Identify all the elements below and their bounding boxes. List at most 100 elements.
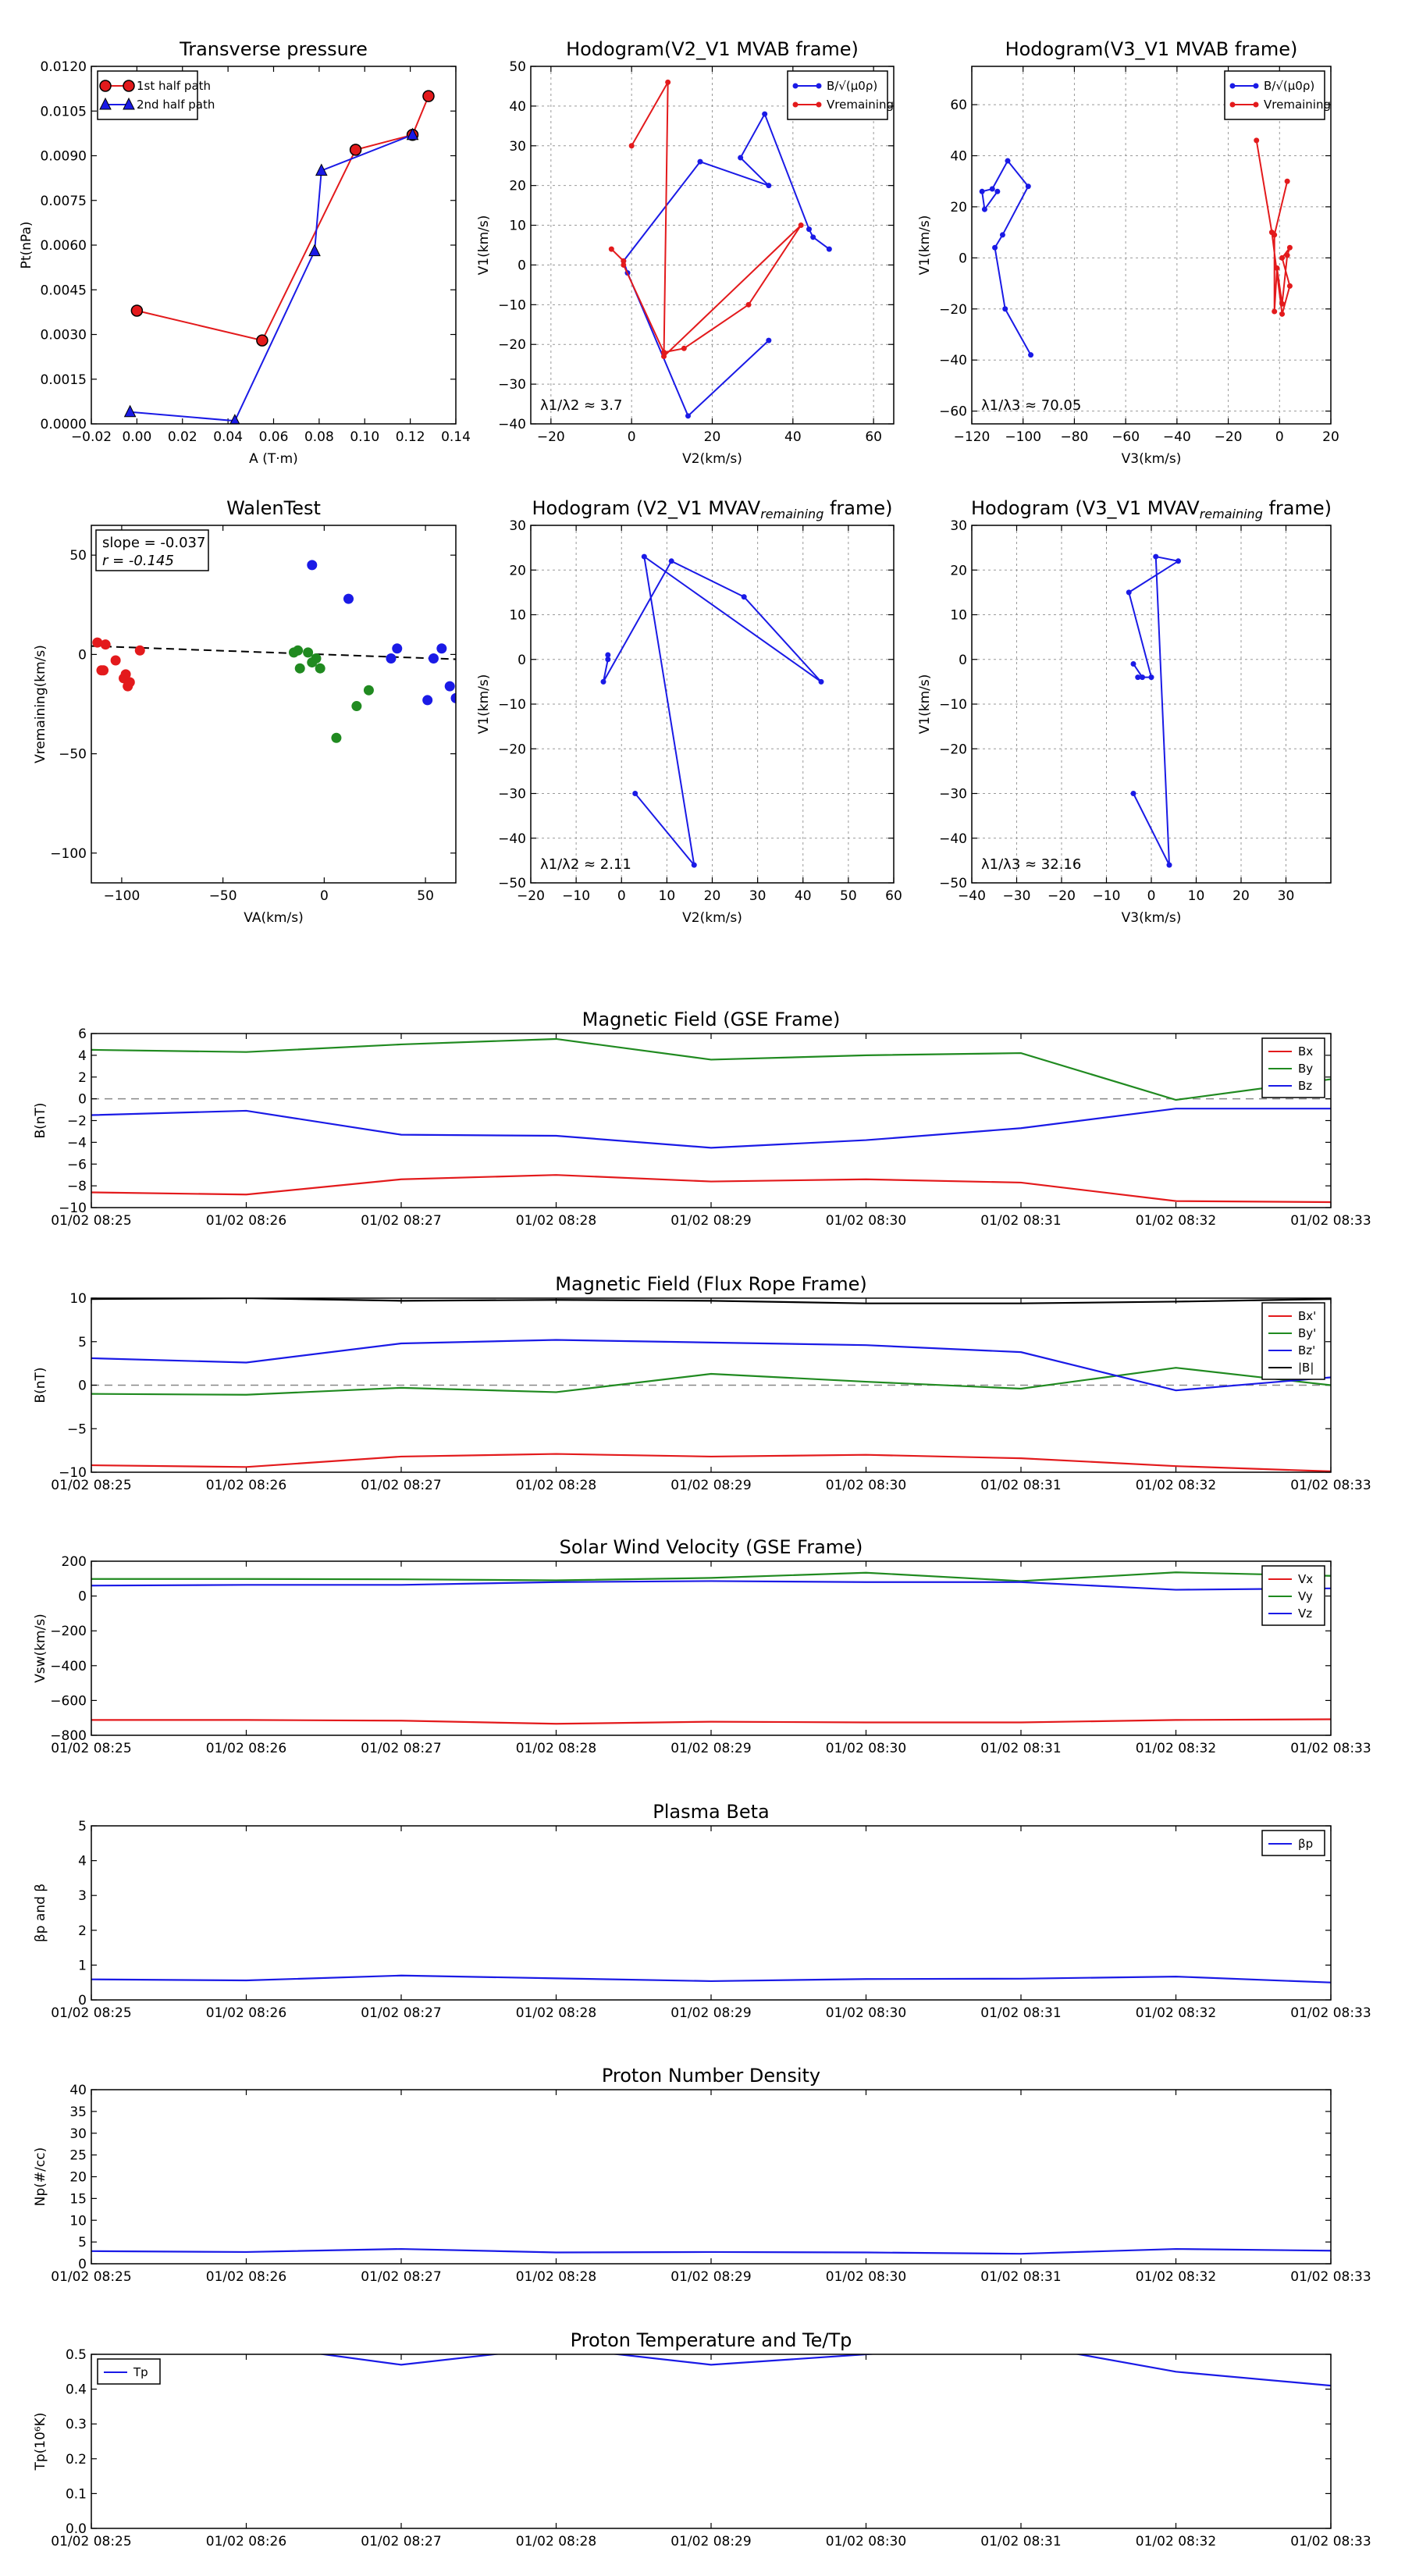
y-axis-label: Vsw(km/s) [33, 1614, 48, 1683]
plot-area [91, 560, 456, 743]
data-point [1140, 674, 1145, 681]
series-line [130, 133, 413, 422]
y-tick-label: 60 [950, 98, 967, 113]
x-tick-label: −20 [517, 888, 545, 904]
y-tick-label: 0.1 [66, 2486, 87, 2502]
x-tick-label: −100 [1005, 429, 1041, 445]
y-tick-label: 0.3 [66, 2417, 87, 2432]
y-tick-label: −50 [939, 876, 967, 891]
chart-title: WalenTest [226, 497, 321, 519]
x-tick-label: 0 [617, 888, 626, 904]
series-line [610, 81, 802, 358]
data-point [632, 791, 638, 796]
time-tick-label: 01/02 08:33 [1290, 2005, 1371, 2021]
time-tick-label: 01/02 08:31 [980, 2534, 1061, 2549]
y-tick-label: 10 [69, 1291, 87, 1307]
data-point [665, 79, 671, 85]
x-tick-label: 10 [659, 888, 676, 904]
time-tick-label: 01/02 08:33 [1290, 1741, 1371, 1756]
x-tick-label: −50 [209, 888, 237, 904]
time-tick-label: 01/02 08:30 [826, 2269, 906, 2285]
data-point [124, 677, 135, 688]
y-tick-label: −30 [498, 787, 526, 802]
series-line [91, 1453, 1331, 1472]
x-tick-label: 0 [628, 429, 636, 445]
chart-hodogram_v3v1_mvav: Hodogram (V3_V1 MVAVremaining frame)−40−… [917, 497, 1332, 926]
y-tick-label: 0.0015 [41, 372, 87, 388]
legend-label: Vy [1298, 1589, 1313, 1603]
data-point [766, 183, 772, 189]
y-tick-label: 20 [69, 2170, 87, 2186]
y-tick-label: 200 [62, 1554, 87, 1570]
x-axis-label: A (T·m) [249, 451, 298, 467]
data-point [661, 353, 667, 359]
chart-title: Hodogram (V2_V1 MVAVremaining frame) [532, 497, 892, 521]
x-tick-label: −100 [104, 888, 140, 904]
time-tick-label: 01/02 08:30 [826, 2534, 906, 2549]
data-point [307, 560, 318, 571]
y-tick-label: 0 [78, 1993, 87, 2008]
time-tick-label: 01/02 08:31 [980, 2269, 1061, 2285]
y-tick-label: −6 [67, 1157, 87, 1172]
data-point [741, 594, 747, 600]
data-point [826, 246, 832, 252]
y-tick-label: 5 [78, 2235, 87, 2250]
data-point [628, 143, 635, 149]
data-point [1279, 254, 1286, 261]
chart-title: Solar Wind Velocity (GSE Frame) [560, 1536, 863, 1558]
data-point [444, 681, 455, 692]
legend-marker [1253, 101, 1259, 108]
data-point [810, 234, 816, 240]
plot-frame [530, 525, 895, 884]
data-point [351, 701, 362, 712]
data-point [1153, 553, 1159, 560]
y-tick-label: 15 [69, 2191, 87, 2207]
time-tick-label: 01/02 08:26 [206, 2005, 286, 2021]
data-point [600, 678, 606, 685]
y-axis-label: B(nT) [33, 1367, 48, 1403]
data-point [1272, 308, 1278, 315]
plot-frame [91, 1297, 1332, 1473]
time-tick-label: 01/02 08:28 [516, 1741, 596, 1756]
x-tick-label: 0 [320, 888, 329, 904]
time-tick-label: 01/02 08:27 [361, 2005, 441, 2021]
legend-marker [816, 101, 822, 108]
time-tick-label: 01/02 08:30 [826, 1741, 906, 1756]
y-tick-label: 0 [78, 2257, 87, 2272]
data-point [1254, 137, 1260, 144]
data-point [762, 111, 768, 117]
time-tick-label: 01/02 08:29 [670, 1478, 751, 1493]
data-point [992, 244, 998, 251]
y-tick-label: −10 [498, 697, 526, 713]
y-tick-label: 50 [69, 548, 87, 564]
chart-title: Magnetic Field (GSE Frame) [582, 1009, 841, 1030]
plot-frame [91, 1560, 1332, 1736]
legend-marker [1253, 83, 1259, 89]
data-point [92, 637, 103, 648]
y-axis-label: V1(km/s) [476, 674, 492, 735]
legend-label: Vremaining [1264, 98, 1331, 112]
title-end: frame) [823, 497, 892, 519]
series-line [317, 2354, 1331, 2387]
y-tick-label: 0 [78, 1379, 87, 1394]
y-tick-label: 0.0045 [41, 283, 87, 298]
y-tick-label: 2 [78, 1070, 87, 1086]
legend-marker [792, 83, 799, 89]
plot-frame [971, 66, 1332, 425]
time-tick-label: 01/02 08:32 [1136, 2269, 1216, 2285]
y-tick-label: 0 [518, 653, 526, 668]
eigenvalue-ratio: λ1/λ2 ≈ 3.7 [540, 397, 622, 414]
data-point [303, 647, 314, 658]
y-tick-label: 4 [78, 1854, 87, 1870]
data-point [386, 653, 397, 664]
data-point [450, 692, 456, 703]
time-tick-label: 01/02 08:32 [1136, 2005, 1216, 2021]
y-tick-label: 5 [78, 1819, 87, 1834]
data-point [1166, 862, 1172, 868]
time-tick-label: 01/02 08:26 [206, 2269, 286, 2285]
data-point [697, 158, 703, 165]
data-point [130, 304, 144, 317]
x-tick-label: 0 [1147, 888, 1156, 904]
x-tick-label: 20 [1322, 429, 1339, 445]
